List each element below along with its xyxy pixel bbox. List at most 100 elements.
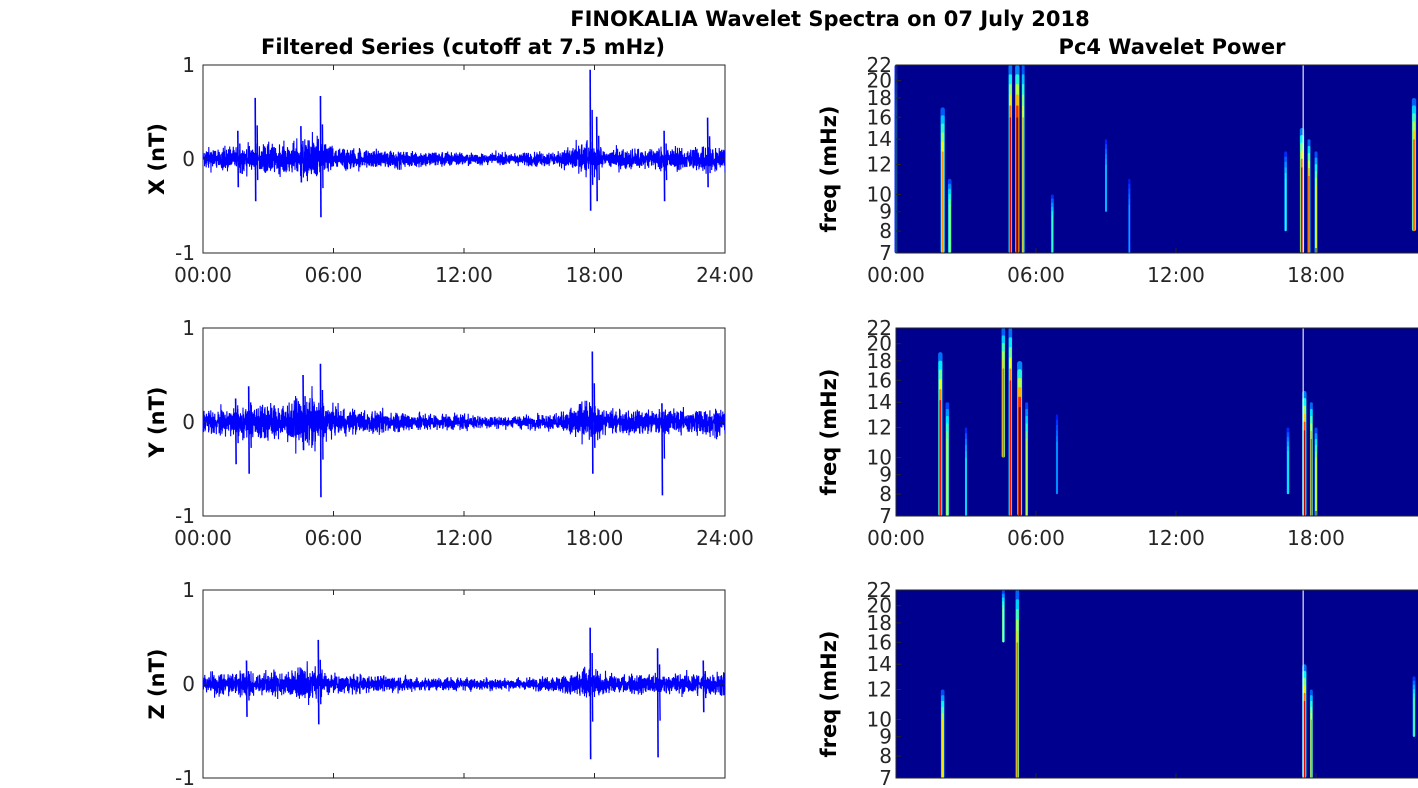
y-tick-label: -1 <box>175 504 195 528</box>
series-spike <box>319 659 322 705</box>
wavelet-burst <box>1310 438 1312 516</box>
x-tick-label: 00:00 <box>174 263 232 287</box>
series-spike <box>663 411 666 459</box>
y-tick-label: 1 <box>182 53 195 77</box>
y-tick-label: 1 <box>182 316 195 340</box>
x-tick-label: 12:00 <box>1147 526 1205 550</box>
wavelet-burst <box>939 399 942 516</box>
series-spike <box>708 136 711 174</box>
series-spike <box>236 409 239 444</box>
series-spike <box>319 363 322 498</box>
wavelet-burst <box>1303 430 1306 516</box>
series-spike <box>304 396 307 437</box>
right-column-title: Pc4 Wavelet Power <box>1059 35 1287 59</box>
wavelet-panel-2: 2220181614121098700:0006:0012:0018:0000f… <box>817 316 1418 550</box>
x-tick-label: 24:00 <box>696 526 754 550</box>
series-spike <box>239 143 241 174</box>
series-spike <box>302 374 305 451</box>
series-spike <box>704 671 707 699</box>
y-tick-label: 20 <box>867 332 892 356</box>
wavelet-burst <box>1310 719 1312 778</box>
series-spike <box>249 402 252 448</box>
wavelet-burst <box>1002 368 1005 458</box>
wavelet-burst <box>1413 139 1415 232</box>
wavelet-burst <box>946 438 949 516</box>
x-tick-label: 00:00 <box>867 263 925 287</box>
y-tick-label: 16 <box>867 630 892 654</box>
x-tick-label: 24:00 <box>696 263 754 287</box>
wavelet-burst <box>1285 178 1287 232</box>
y-tick-label: -1 <box>175 766 195 788</box>
x-tick-label: 06:00 <box>1007 526 1065 550</box>
y-axis-label: freq (mHz) <box>817 369 841 496</box>
series-spike <box>589 69 592 211</box>
heatmap-background <box>896 65 1418 253</box>
wavelet-burst <box>1308 175 1310 253</box>
series-spike <box>247 386 250 474</box>
y-tick-label: 22 <box>867 578 892 602</box>
x-tick-label: 12:00 <box>435 526 493 550</box>
y-axis-label: Z (nT) <box>145 648 169 719</box>
x-tick-label: 12:00 <box>1147 263 1205 287</box>
y-tick-label: 7 <box>879 766 892 788</box>
wavelet-burst <box>941 151 944 253</box>
y-tick-label: 14 <box>867 127 892 151</box>
wavelet-panel-1: 2220181614121098700:0006:0012:0018:0000f… <box>817 53 1418 287</box>
y-tick-label: 10 <box>867 445 892 469</box>
y-tick-label: 12 <box>867 153 892 177</box>
series-spike <box>234 398 237 465</box>
series-spike <box>591 652 594 722</box>
series-spike <box>317 639 320 725</box>
series-spike <box>702 660 705 713</box>
y-tick-label: 1 <box>182 578 195 602</box>
wavelet-burst <box>1315 457 1317 516</box>
series-spike <box>237 130 240 188</box>
x-tick-label: 18:00 <box>1287 526 1345 550</box>
series-spike <box>247 671 250 701</box>
series-spike <box>591 351 594 474</box>
wavelet-burst <box>1018 406 1021 516</box>
y-tick-label: 20 <box>867 594 892 618</box>
series-spike <box>300 126 303 183</box>
wavelet-burst <box>941 719 944 778</box>
wavelet-burst <box>1051 215 1053 253</box>
wavelet-burst <box>965 457 967 516</box>
wavelet-burst <box>1315 184 1317 253</box>
series-spike <box>321 124 324 189</box>
series-spike <box>663 130 666 202</box>
wavelet-burst <box>1128 204 1130 253</box>
y-tick-label: 18 <box>867 349 892 373</box>
y-tick-label: 0 <box>182 410 195 434</box>
series-spike <box>319 96 322 218</box>
figure-title: FINOKALIA Wavelet Spectra on 07 July 201… <box>570 7 1090 31</box>
y-tick-label: 14 <box>867 390 892 414</box>
series-panel-y: 1 0 -100:00 06:00 12:00 18:00 24:00 Y (nT) <box>145 316 754 550</box>
y-tick-label: 16 <box>867 368 892 392</box>
series-line <box>202 661 726 706</box>
y-tick-label: 16 <box>867 105 892 129</box>
x-tick-label: 18:00 <box>1287 263 1345 287</box>
wavelet-burst <box>1056 441 1058 495</box>
panels-group: 10-100:00 06:00 12:00 18:00 24:00X (nT)10-10… <box>145 53 1418 788</box>
series-panel-x: 1 0 -100:00 06:00 12:00 18:00 24:00 X (nT) <box>145 53 754 287</box>
x-tick-label: 06:00 <box>305 263 363 287</box>
wavelet-burst <box>1016 117 1019 253</box>
y-axis-label: X (nT) <box>145 123 169 195</box>
y-tick-label: -1 <box>175 241 195 265</box>
wavelet-burst <box>948 204 951 253</box>
series-spike <box>658 664 661 721</box>
y-tick-label: 8 <box>879 744 892 768</box>
series-spike <box>256 125 259 181</box>
x-tick-label: 00:00 <box>174 526 232 550</box>
series-spike <box>706 117 709 188</box>
wavelet-burst <box>1301 167 1303 253</box>
y-tick-label: 9 <box>879 200 892 224</box>
series-spike <box>593 383 596 448</box>
heatmap-background <box>896 590 1418 778</box>
left-column-title: Filtered Series (cutoff at 7.5 mHz) <box>261 35 665 59</box>
wavelet-burst <box>1002 608 1004 643</box>
y-tick-label: 7 <box>879 504 892 528</box>
y-tick-label: 8 <box>879 482 892 506</box>
